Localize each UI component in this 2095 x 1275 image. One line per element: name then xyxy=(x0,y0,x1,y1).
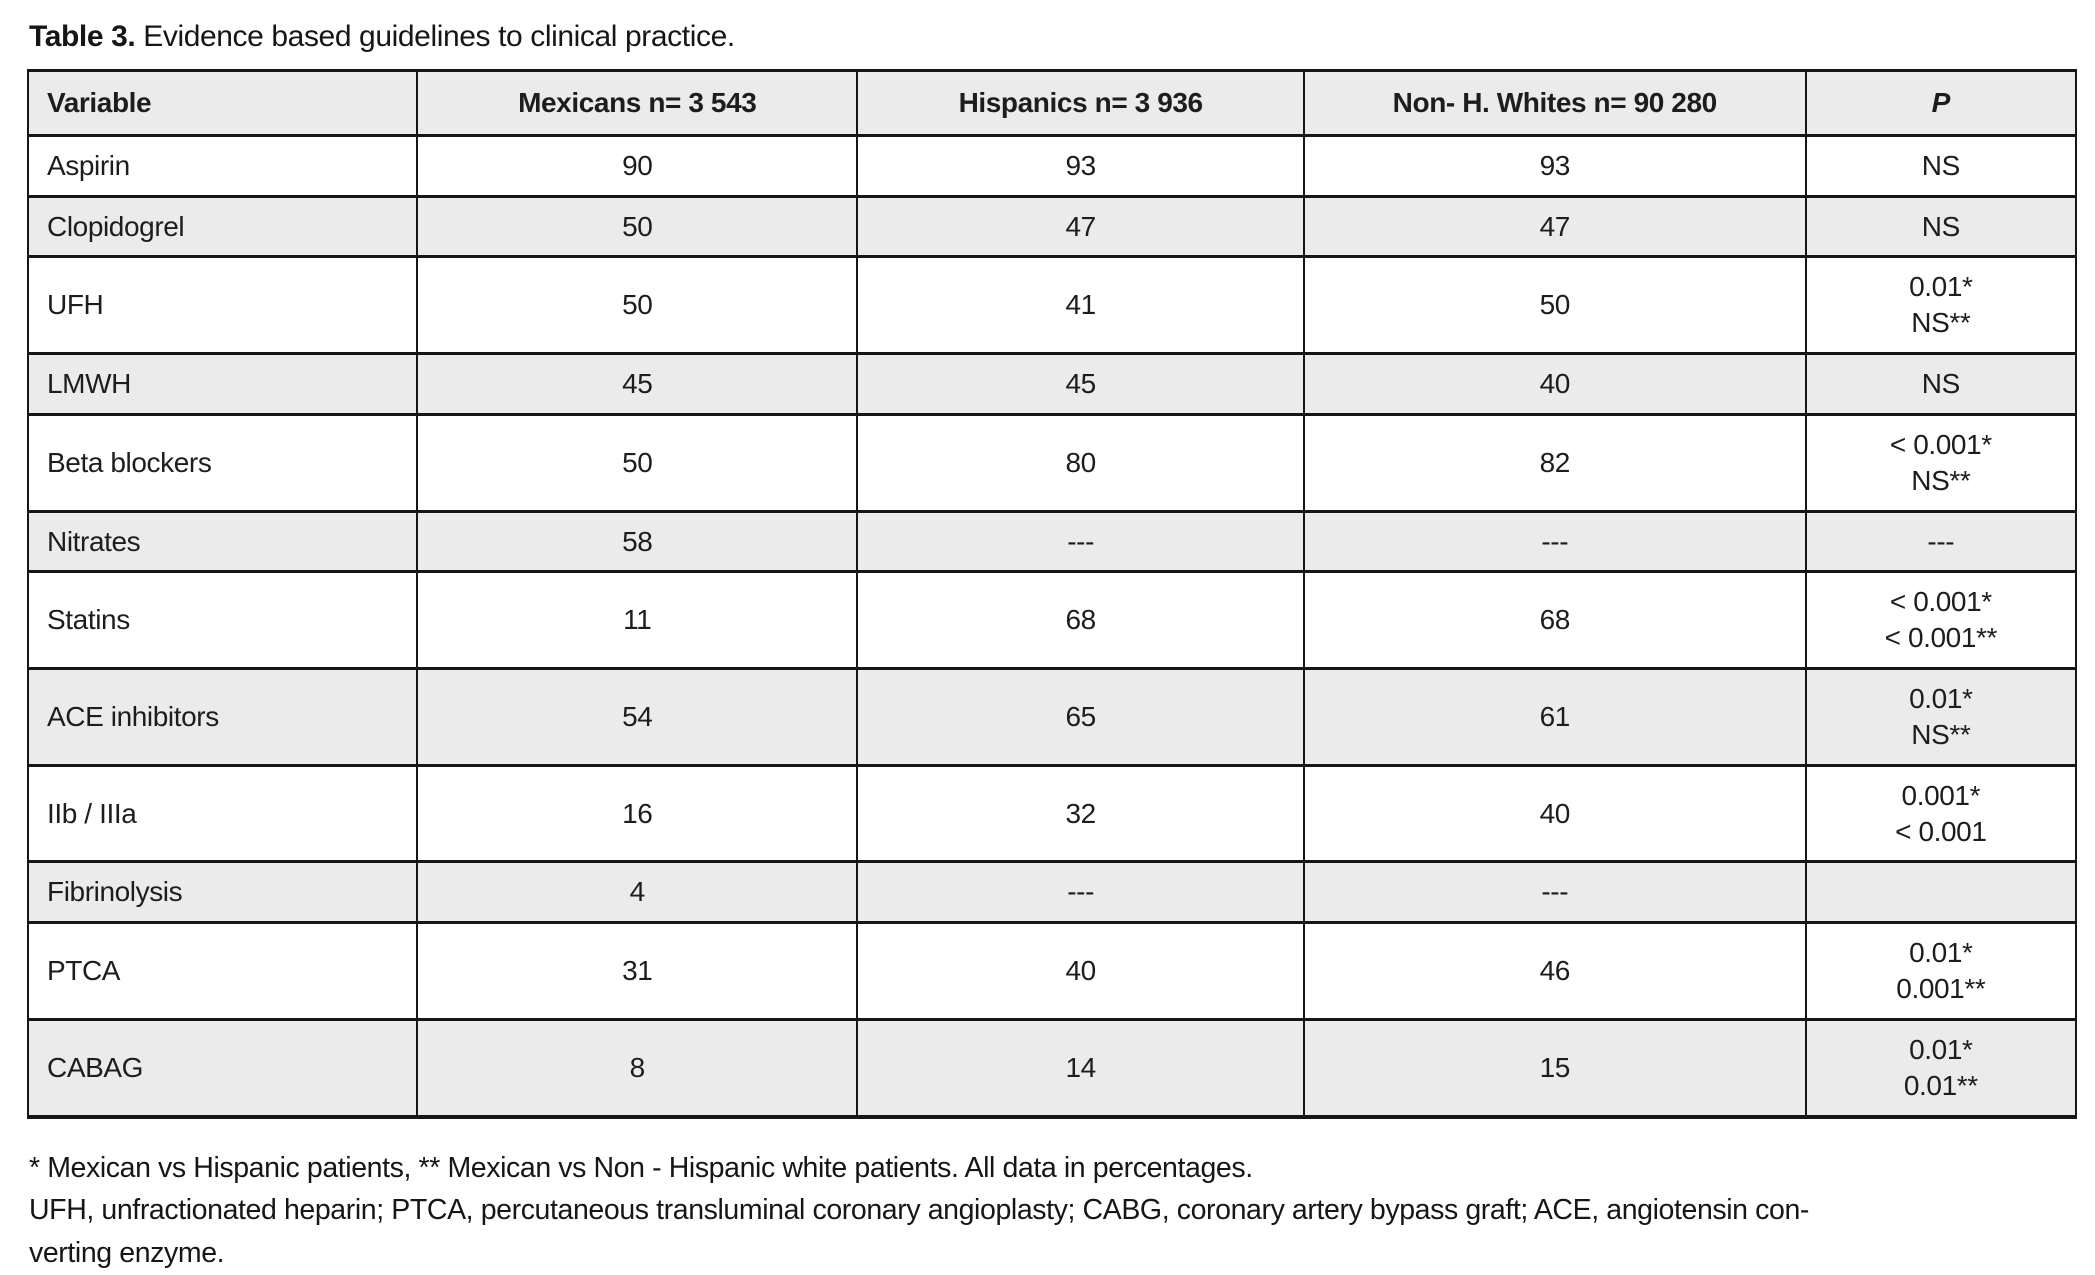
cell-p: NS xyxy=(1804,133,2078,198)
table-caption: Table 3. Evidence based guidelines to cl… xyxy=(29,20,2077,54)
cell-hispanics: 47 xyxy=(856,194,1305,259)
table-row: Clopidogrel 50 47 47 NS xyxy=(26,194,2078,259)
cell-whites: 15 xyxy=(1302,1017,1807,1119)
cell-p: 0.001* < 0.001 xyxy=(1804,763,2078,864)
cell-variable: CABAG xyxy=(26,1017,419,1119)
cell-hispanics: 65 xyxy=(856,667,1305,767)
cell-variable: PTCA xyxy=(26,921,419,1021)
cell-mexicans: 54 xyxy=(416,667,859,767)
column-header-p: P xyxy=(1804,69,2078,137)
cell-p: < 0.001* < 0.001** xyxy=(1804,570,2078,671)
cell-variable: UFH xyxy=(26,255,419,356)
table-caption-text: Evidence based guidelines to clinical pr… xyxy=(135,20,735,53)
cell-whites: --- xyxy=(1302,509,1807,574)
cell-whites: 40 xyxy=(1302,763,1807,864)
cell-hispanics: 14 xyxy=(856,1017,1305,1119)
cell-mexicans: 4 xyxy=(416,860,859,925)
table-row: LMWH 45 45 40 NS xyxy=(26,352,2078,416)
cell-whites: 82 xyxy=(1302,412,1807,513)
cell-hispanics: 40 xyxy=(856,921,1305,1021)
column-header-mexicans: Mexicans n= 3 543 xyxy=(416,69,859,137)
clinical-practice-table: Variable Mexicans n= 3 543 Hispanics n= … xyxy=(26,69,2078,1119)
cell-whites: 93 xyxy=(1302,133,1807,198)
cell-mexicans: 8 xyxy=(416,1017,859,1119)
cell-p: 0.01* 0.001** xyxy=(1804,921,2078,1021)
footnote-abbreviations: UFH, unfractionated heparin; PTCA, percu… xyxy=(29,1194,1809,1227)
table-body: Aspirin 90 93 93 NS Clopidogrel 50 47 47… xyxy=(26,133,2078,1119)
cell-variable: IIb / IIIa xyxy=(26,763,419,864)
cell-whites: 68 xyxy=(1302,570,1807,671)
cell-variable: Beta blockers xyxy=(26,412,419,513)
cell-whites: 46 xyxy=(1302,921,1807,1021)
cell-whites: 50 xyxy=(1302,255,1807,356)
table-header: Variable Mexicans n= 3 543 Hispanics n= … xyxy=(26,69,2078,137)
column-header-variable: Variable xyxy=(26,69,419,137)
column-header-whites: Non- H. Whites n= 90 280 xyxy=(1302,69,1807,137)
cell-mexicans: 50 xyxy=(416,255,859,356)
cell-p: < 0.001* NS** xyxy=(1804,412,2078,513)
cell-whites: 40 xyxy=(1302,352,1807,416)
cell-whites: --- xyxy=(1302,860,1807,925)
header-row: Variable Mexicans n= 3 543 Hispanics n= … xyxy=(26,69,2078,137)
cell-variable: Fibrinolysis xyxy=(26,860,419,925)
cell-p: 0.01* NS** xyxy=(1804,255,2078,356)
cell-mexicans: 16 xyxy=(416,763,859,864)
cell-mexicans: 58 xyxy=(416,509,859,574)
table-row: Aspirin 90 93 93 NS xyxy=(26,133,2078,198)
table-caption-label: Table 3. xyxy=(29,20,136,53)
cell-mexicans: 50 xyxy=(416,412,859,513)
footnote-significance: * Mexican vs Hispanic patients, ** Mexic… xyxy=(29,1151,1253,1184)
cell-p: --- xyxy=(1804,509,2078,574)
cell-variable: Nitrates xyxy=(26,509,419,574)
cell-hispanics: --- xyxy=(856,509,1305,574)
table-row: Statins 11 68 68 < 0.001* < 0.001** xyxy=(26,570,2078,671)
table-row: Fibrinolysis 4 --- --- xyxy=(26,860,2078,925)
table-row: CABAG 8 14 15 0.01* 0.01** xyxy=(26,1017,2078,1119)
cell-whites: 61 xyxy=(1302,667,1807,767)
cell-hispanics: 45 xyxy=(856,352,1305,416)
cell-hispanics: 80 xyxy=(856,412,1305,513)
cell-hispanics: 41 xyxy=(856,255,1305,356)
cell-p: 0.01* NS** xyxy=(1804,667,2078,767)
cell-p: NS xyxy=(1804,352,2078,416)
cell-p xyxy=(1804,860,2078,925)
cell-variable: ACE inhibitors xyxy=(26,667,419,767)
cell-hispanics: --- xyxy=(856,860,1305,925)
footnote-abbreviations-continued: verting enzyme. xyxy=(29,1237,225,1270)
cell-p: NS xyxy=(1804,194,2078,259)
cell-mexicans: 90 xyxy=(416,133,859,198)
cell-hispanics: 68 xyxy=(856,570,1305,671)
table-row: Nitrates 58 --- --- --- xyxy=(26,509,2078,574)
cell-mexicans: 45 xyxy=(416,352,859,416)
cell-variable: Aspirin xyxy=(26,133,419,198)
column-header-hispanics: Hispanics n= 3 936 xyxy=(856,69,1305,137)
table-footnotes: * Mexican vs Hispanic patients, ** Mexic… xyxy=(29,1147,2077,1275)
cell-hispanics: 93 xyxy=(856,133,1305,198)
table-row: UFH 50 41 50 0.01* NS** xyxy=(26,255,2078,356)
cell-variable: LMWH xyxy=(26,352,419,416)
cell-variable: Clopidogrel xyxy=(26,194,419,259)
cell-whites: 47 xyxy=(1302,194,1807,259)
table-row: ACE inhibitors 54 65 61 0.01* NS** xyxy=(26,667,2078,767)
cell-mexicans: 50 xyxy=(416,194,859,259)
cell-p: 0.01* 0.01** xyxy=(1804,1017,2078,1119)
table-row: PTCA 31 40 46 0.01* 0.001** xyxy=(26,921,2078,1021)
table-row: IIb / IIIa 16 32 40 0.001* < 0.001 xyxy=(26,763,2078,864)
cell-mexicans: 11 xyxy=(416,570,859,671)
cell-mexicans: 31 xyxy=(416,921,859,1021)
table-row: Beta blockers 50 80 82 < 0.001* NS** xyxy=(26,412,2078,513)
cell-hispanics: 32 xyxy=(856,763,1305,864)
cell-variable: Statins xyxy=(26,570,419,671)
